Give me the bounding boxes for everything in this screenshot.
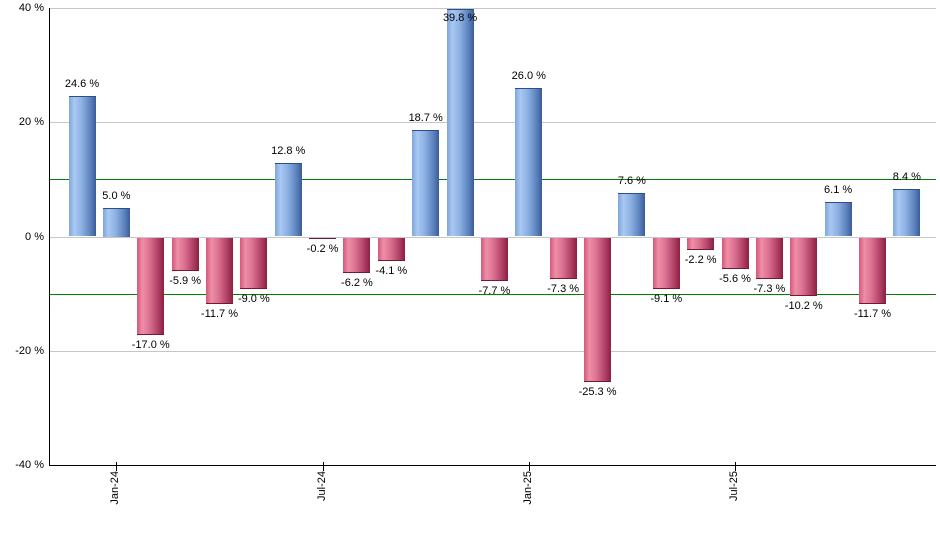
y-axis-tick-label: 0 % [25, 230, 44, 243]
reference-line [49, 293, 936, 295]
bar-value-label: -5.6 % [719, 273, 751, 286]
bar [893, 188, 921, 237]
bar-value-label: 8.4 % [892, 170, 921, 183]
bar-value-label: 6.1 % [824, 183, 853, 196]
bar-value-label: -25.3 % [578, 386, 617, 399]
bar [412, 129, 440, 237]
bar [652, 237, 680, 290]
bar [377, 237, 405, 261]
y-axis-tick-label: 20 % [18, 116, 44, 129]
bar [205, 237, 233, 305]
bar-value-label: -11.7 % [853, 308, 892, 321]
x-axis-tick [528, 462, 530, 471]
bar [446, 9, 474, 237]
bar-value-label: 12.8 % [271, 145, 306, 158]
bar [309, 237, 337, 239]
bar-value-label: -2.2 % [684, 254, 717, 267]
bar [721, 237, 749, 270]
bar-value-label: -9.0 % [237, 292, 270, 305]
bar-value-label: -4.1 % [375, 264, 408, 277]
y-axis-tick-label: -20 % [15, 344, 44, 357]
y-grid-line [49, 122, 936, 124]
bar [755, 237, 783, 280]
bar-value-label: 26.0 % [511, 69, 546, 82]
bar [240, 237, 268, 289]
bar [515, 87, 543, 237]
x-axis-tick-label: Jul-24 [315, 471, 328, 501]
bar [859, 237, 886, 305]
x-axis-tick [116, 462, 118, 471]
bar [618, 193, 646, 237]
x-axis-tick-label: Jul-25 [728, 471, 741, 501]
bar [790, 237, 818, 296]
y-grid-line [49, 236, 936, 238]
bar [171, 237, 199, 272]
x-axis-line [49, 465, 936, 466]
bar-value-label: -0.2 % [306, 242, 339, 255]
bar [584, 237, 612, 383]
bar-value-label: -5.9 % [169, 275, 201, 288]
bar-value-label: -7.3 % [547, 283, 580, 296]
bar-value-label: 24.6 % [64, 77, 100, 90]
bar [102, 207, 130, 237]
y-axis-line [49, 8, 50, 465]
bar [274, 163, 302, 237]
bar-value-label: -9.1 % [650, 293, 683, 306]
x-axis-tick-label: Jan-25 [521, 471, 534, 505]
y-grid-line [49, 350, 936, 352]
bar-value-label: -17.0 % [131, 338, 170, 351]
bar [549, 237, 577, 280]
reference-line [49, 179, 936, 181]
bar-value-label: -7.3 % [753, 283, 786, 296]
bar-value-label: -10.2 % [784, 299, 823, 312]
bar-value-label: -11.7 % [200, 308, 239, 321]
x-axis-tick [735, 462, 737, 471]
bar [480, 237, 508, 282]
bar-value-label: -6.2 % [341, 276, 373, 289]
bar [687, 237, 715, 251]
bar [137, 237, 165, 335]
bar [824, 201, 852, 237]
y-axis-tick-label: -40 % [15, 459, 44, 471]
bar-value-label: 5.0 % [102, 189, 131, 202]
y-grid-line [49, 8, 936, 9]
bar-value-label: 7.6 % [617, 175, 646, 188]
y-axis-tick-label: 40 % [18, 2, 44, 14]
x-axis-tick-label: Jan-24 [109, 471, 122, 505]
x-axis-tick [322, 462, 324, 471]
bar [68, 95, 96, 237]
bar [343, 237, 371, 273]
bar-value-label: 18.7 % [408, 111, 443, 124]
bar-value-label: 39.8 % [442, 12, 478, 25]
bar-value-label: -7.7 % [478, 285, 511, 298]
